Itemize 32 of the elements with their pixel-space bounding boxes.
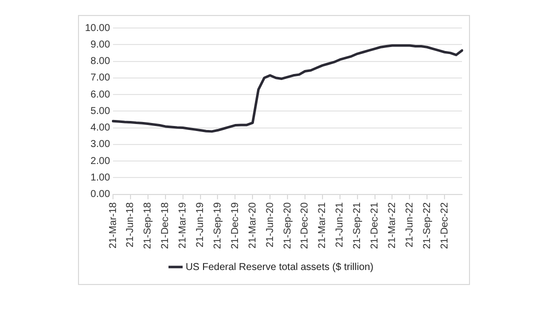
x-tick-label: 21-Jun-20 bbox=[264, 202, 276, 248]
y-tick-label: 1.00 bbox=[90, 172, 110, 184]
y-tick-label: 2.00 bbox=[90, 156, 110, 167]
x-tick-label: 21-Dec-19 bbox=[230, 202, 241, 250]
x-tick-label: 21-Jun-19 bbox=[195, 202, 206, 248]
x-tick-label: 21-Jun-21 bbox=[334, 202, 346, 248]
legend-label: US Federal Reserve total assets ($ trillion) bbox=[186, 262, 374, 273]
x-tick-label: 21-Sep-18 bbox=[142, 202, 154, 250]
x-tick-label: 21-Dec-22 bbox=[439, 202, 450, 250]
y-tick-label: 0.00 bbox=[90, 189, 110, 200]
x-tick-label: 21-Mar-20 bbox=[247, 202, 258, 248]
y-tick-label: 6.00 bbox=[90, 89, 110, 100]
x-tick-label: 21-Sep-19 bbox=[212, 202, 224, 250]
y-tick-label: 5.00 bbox=[90, 106, 110, 117]
x-tick-label: 21-Dec-21 bbox=[370, 202, 381, 250]
y-tick-label: 8.00 bbox=[90, 56, 110, 68]
y-tick-label: 10.00 bbox=[84, 22, 110, 34]
x-tick-label: 21-Mar-18 bbox=[108, 202, 119, 248]
x-tick-label: 21-Sep-20 bbox=[282, 202, 294, 250]
y-tick-label: 3.00 bbox=[90, 139, 110, 150]
x-tick-label: 21-Jun-18 bbox=[125, 202, 136, 248]
x-tick-label: 21-Sep-21 bbox=[352, 202, 364, 250]
x-tick-label: 21-Mar-21 bbox=[317, 202, 328, 248]
y-tick-label: 4.00 bbox=[90, 122, 110, 134]
x-tick-label: 21-Mar-22 bbox=[386, 202, 398, 248]
x-tick-label: 21-Dec-20 bbox=[300, 202, 311, 250]
y-tick-label: 7.00 bbox=[90, 72, 110, 84]
x-tick-label: 21-Mar-19 bbox=[178, 202, 189, 248]
x-tick-label: 21-Dec-18 bbox=[160, 202, 172, 250]
x-tick-label: 21-Sep-22 bbox=[422, 202, 433, 250]
y-tick-label: 9.00 bbox=[90, 39, 110, 50]
x-tick-label: 21-Jun-22 bbox=[404, 202, 416, 248]
